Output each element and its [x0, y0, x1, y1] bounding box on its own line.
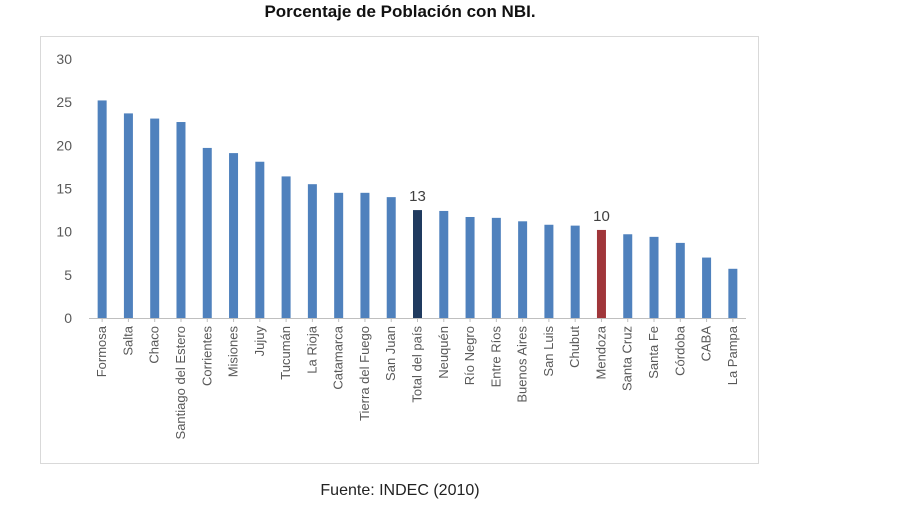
bar-la-pampa	[728, 268, 738, 318]
x-tick-label: Neuquén	[436, 326, 451, 379]
y-tick-label: 15	[56, 181, 72, 197]
x-tick-label: Córdoba	[672, 325, 687, 376]
x-tick-label: Catamarca	[331, 325, 346, 389]
x-tick-label: La Rioja	[304, 325, 319, 373]
bar-santiago-del-estero	[176, 122, 186, 318]
x-tick-label: Santa Cruz	[620, 326, 635, 391]
bar-santa-cruz	[623, 234, 633, 318]
x-tick-label: Entre Ríos	[488, 326, 503, 388]
bar-misiones	[229, 153, 239, 318]
data-label: 13	[409, 188, 426, 205]
x-tick-label: Corrientes	[199, 326, 214, 386]
bar-salta	[123, 113, 133, 318]
bar-buenos-aires	[518, 221, 528, 318]
data-label: 10	[593, 208, 610, 225]
x-tick-label: Mendoza	[593, 325, 608, 379]
bar-la-rioja	[307, 184, 317, 318]
y-axis: 0 5 10 15 20 25 30	[56, 51, 72, 326]
x-tick-label: Tierra del Fuego	[357, 326, 372, 421]
x-tick-label: Santiago del Estero	[173, 326, 188, 439]
chart-title: Porcentaje de Población con NBI.	[264, 2, 536, 21]
bar-jujuy	[255, 161, 265, 318]
bar-san-juan	[386, 197, 396, 318]
x-tick-label: Chubut	[567, 326, 582, 368]
bar-total-del-país	[413, 210, 422, 318]
y-tick-label: 30	[56, 51, 72, 67]
bar-corrientes	[202, 147, 212, 318]
y-tick-label: 10	[56, 224, 72, 240]
bar-chart: 0 5 10 15 20 25 30 Formosa Salta Chaco Santiago d…	[56, 51, 746, 439]
y-tick-label: 0	[64, 310, 72, 326]
x-tick-label: San Luis	[541, 326, 556, 377]
bar-catamarca	[334, 192, 344, 318]
x-tick-label: CABA	[699, 326, 714, 362]
bar-caba	[702, 257, 712, 318]
x-tick-label: Chaco	[147, 326, 162, 364]
x-tick-label: San Juan	[383, 326, 398, 381]
y-tick-label: 25	[56, 94, 72, 110]
bar-mendoza	[596, 229, 606, 318]
bar-tucumán	[281, 176, 291, 318]
y-tick-label: 20	[56, 137, 72, 153]
x-tick-label: Santa Fe	[646, 326, 661, 379]
x-tick-label: Jujuy	[252, 326, 267, 357]
bar-río-negro	[465, 216, 475, 318]
x-tick-label: Misiones	[226, 326, 241, 378]
x-tick-label: La Pampa	[725, 325, 740, 385]
source-note: Fuente: INDEC (2010)	[320, 482, 480, 499]
x-tick-label: Total del país	[410, 326, 425, 403]
x-tick-label: Río Negro	[462, 326, 477, 385]
bar-san-luis	[544, 224, 554, 318]
y-tick-label: 5	[64, 267, 72, 283]
bar-chaco	[150, 118, 160, 318]
data-labels: 13 10	[409, 188, 610, 225]
x-tick-label: Buenos Aires	[515, 326, 530, 403]
x-axis: Formosa Salta Chaco Santiago del Estero Corr…	[89, 318, 746, 439]
x-tick-label: Formosa	[94, 325, 109, 377]
bar-santa-fe	[649, 236, 659, 318]
bar-córdoba	[675, 242, 685, 318]
bars	[97, 100, 738, 318]
bar-tierra-del-fuego	[360, 192, 370, 318]
bar-formosa	[97, 100, 107, 318]
chart-area: 0 5 10 15 20 25 30 Formosa Salta Chaco Santiago d…	[40, 36, 759, 464]
x-tick-label: Tucumán	[278, 326, 293, 380]
bar-neuquén	[439, 210, 449, 318]
x-tick-label: Salta	[120, 325, 135, 355]
bar-chubut	[570, 225, 580, 318]
bar-entre-ríos	[491, 217, 501, 318]
